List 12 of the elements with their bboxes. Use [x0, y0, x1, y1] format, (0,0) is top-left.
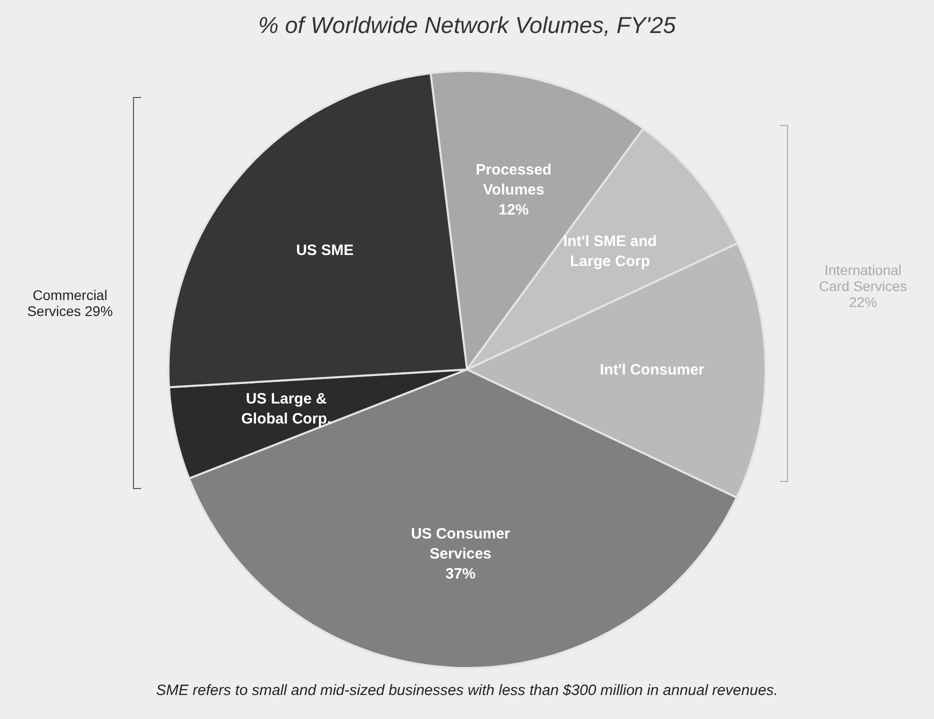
slice-label: Processed Volumes — [476, 162, 552, 199]
slice-label: US Large & Global Corp. — [241, 390, 332, 428]
data-label: 12% — [498, 202, 529, 219]
text: Commercial Services 29% — [26, 287, 114, 319]
slice-label: Int'l Consumer — [600, 361, 704, 378]
text: SME refers to small and mid-sized businesses with less than $300 million in annual revenues. — [155, 682, 779, 699]
chart-title: % of Worldwide Network Volumes, FY'25 — [257, 12, 677, 39]
slice-label: US SME — [296, 242, 354, 260]
data-label: 37% — [446, 566, 476, 583]
slice-label: US Consumer Services — [410, 526, 510, 563]
slice-label: Int'l SME and Large Corp — [563, 233, 657, 270]
text: International Card Services 22% — [818, 262, 908, 310]
